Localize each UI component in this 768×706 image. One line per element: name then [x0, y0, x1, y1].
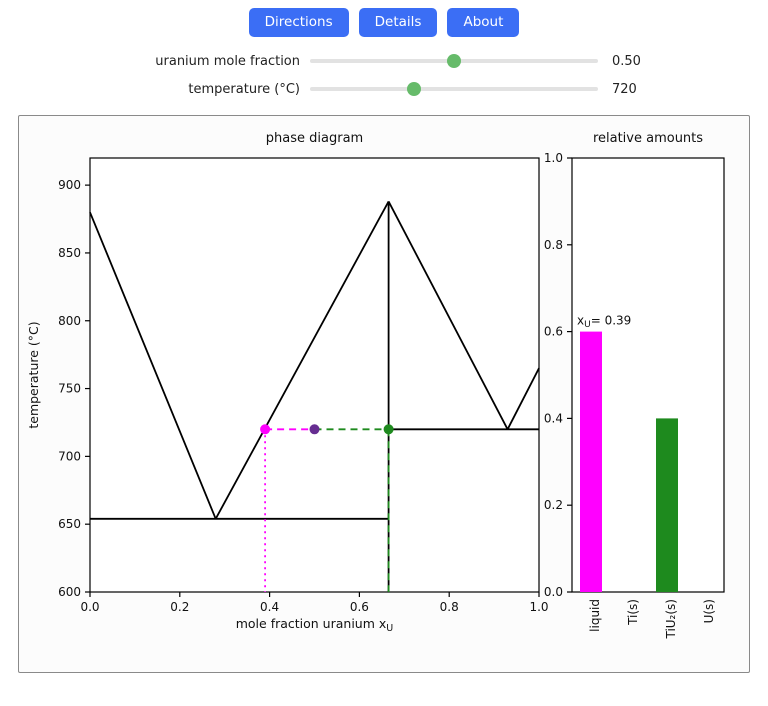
bar-2 — [656, 418, 678, 592]
simulation-panel: phase diagram 0.0 0.2 0.4 0.6 0.8 1.0 600 650 700… — [18, 115, 750, 673]
slider-rail[interactable] — [310, 87, 598, 91]
toolbar: Directions Details About — [0, 8, 768, 37]
y-tick-label: 1.0 — [544, 151, 563, 165]
x-tick-label: 1.0 — [529, 600, 548, 614]
phase-ylabel: temperature (°C) — [26, 321, 41, 428]
slider-knob-uranium-mole-fraction[interactable] — [447, 54, 461, 68]
y-tick-label: 900 — [58, 178, 81, 192]
y-tick-label: 650 — [58, 517, 81, 531]
marker-solid-composition — [383, 424, 394, 435]
slider-value-temperature: 720 — [612, 81, 637, 97]
slider-label-temperature: temperature (°C) — [188, 81, 300, 97]
x-tick-label: 0.4 — [260, 600, 279, 614]
slider-uranium-mole-fraction: uranium mole fraction 0.50 — [0, 47, 768, 75]
phase-line-left-liquidus — [89, 211, 217, 520]
details-button[interactable]: Details — [358, 8, 438, 37]
x-tick-label: 0.0 — [80, 600, 99, 614]
y-tick-label: 0.4 — [544, 411, 563, 425]
directions-button[interactable]: Directions — [248, 8, 349, 37]
marker-liquid-composition — [260, 424, 271, 435]
slider-label-uranium-mole-fraction: uranium mole fraction — [155, 53, 300, 69]
y-tick-label: 750 — [58, 382, 81, 396]
slider-value-uranium-mole-fraction: 0.50 — [612, 53, 641, 69]
x-tick-label: 0.8 — [440, 600, 459, 614]
x-tick-label: 0.2 — [170, 600, 189, 614]
y-tick-label: 850 — [58, 246, 81, 260]
charts-canvas: phase diagram 0.0 0.2 0.4 0.6 0.8 1.0 600 650 700… — [26, 131, 725, 640]
y-tick-label: 0.6 — [544, 325, 563, 339]
phase-line-liquidus-to-peak — [214, 200, 390, 520]
about-button[interactable]: About — [447, 8, 520, 37]
y-tick-label: 0.0 — [544, 585, 563, 599]
bar-0 — [580, 331, 602, 592]
x-tick-label: 0.6 — [350, 600, 369, 614]
bar-label-2: TiU₂(s) — [664, 599, 678, 640]
y-tick-label: 600 — [58, 585, 81, 599]
bar-label-1: Ti(s) — [626, 599, 640, 626]
phase-line-right-liquidus-down — [387, 200, 509, 430]
y-tick-label: 700 — [58, 449, 81, 463]
bar-plot-title: relative amounts — [593, 131, 703, 146]
y-tick-label: 0.8 — [544, 238, 563, 252]
bar-label-0: liquid — [588, 599, 602, 632]
slider-track-temperature[interactable] — [310, 82, 598, 96]
liquid-composition-annotation: xU= 0.39 — [577, 314, 631, 331]
phase-plot-title: phase diagram — [266, 131, 363, 146]
controls: uranium mole fraction 0.50 temperature (… — [0, 47, 768, 103]
slider-knob-temperature[interactable] — [406, 82, 421, 96]
marker-overall-composition — [309, 424, 320, 435]
slider-temperature: temperature (°C) 720 — [0, 75, 768, 103]
slider-track-uranium-mole-fraction[interactable] — [310, 54, 598, 68]
phase-xlabel: mole fraction uranium xU — [236, 616, 394, 634]
app: Directions Details About uranium mole fr… — [0, 8, 768, 673]
y-tick-label: 800 — [58, 314, 81, 328]
bar-label-3: U(s) — [702, 599, 716, 623]
phase-line-right-liquidus-up — [506, 367, 540, 430]
y-tick-label: 0.2 — [544, 498, 563, 512]
